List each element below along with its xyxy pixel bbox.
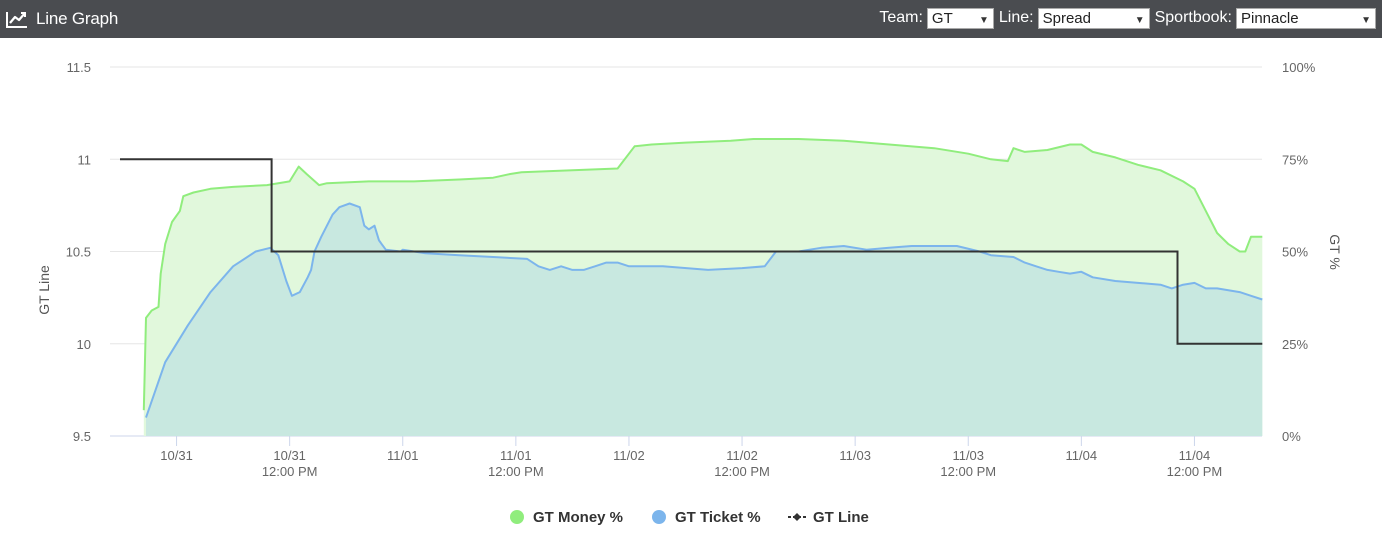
x-tick-label: 11/04: [1066, 448, 1098, 463]
x-tick-label: 12:00 PM: [1167, 464, 1223, 479]
x-tick-label: 12:00 PM: [488, 464, 544, 479]
x-tick-label: 12:00 PM: [714, 464, 770, 479]
x-tick-label: 12:00 PM: [940, 464, 996, 479]
header-bar: Line Graph Team: GT ▼ Line: Spread ▼ Spo…: [0, 0, 1382, 38]
series-lines: [120, 138, 1263, 418]
line-select-value: Spread: [1042, 9, 1091, 27]
team-select-value: GT: [931, 9, 953, 27]
series-line: [142, 138, 1263, 411]
right-tick-label: 75%: [1282, 152, 1308, 167]
filter-controls: Team: GT ▼ Line: Spread ▼ Sportbook: Pin…: [879, 6, 1376, 30]
legend-marker: [510, 510, 524, 524]
legend-label: GT Money %: [533, 509, 623, 526]
x-tick-label: 10/31: [273, 448, 306, 463]
right-tick-label: 0%: [1282, 429, 1301, 444]
legend-label: GT Ticket %: [675, 509, 761, 526]
series-line: [145, 202, 1263, 418]
line-label: Line:: [998, 9, 1034, 26]
sportsbook-label: Sportbook:: [1154, 9, 1232, 26]
title-group: Line Graph: [6, 7, 118, 31]
x-tick-label: 11/01: [387, 448, 419, 463]
x-tick-label: 12:00 PM: [262, 464, 318, 479]
line-graph-icon: [6, 12, 27, 28]
x-tick-label: 10/31: [160, 448, 193, 463]
left-tick-label: 10: [77, 337, 91, 352]
right-tick-label: 100%: [1282, 60, 1316, 75]
right-tick-label: 25%: [1282, 337, 1308, 352]
x-tick-label: 11/01: [500, 448, 532, 463]
chevron-down-icon: ▼: [979, 14, 989, 26]
right-tick-label: 50%: [1282, 245, 1308, 260]
x-tick-label: 11/04: [1179, 448, 1211, 463]
team-label: Team:: [879, 9, 923, 26]
x-tick-label: 11/02: [613, 448, 645, 463]
sportsbook-select[interactable]: Pinnacle ▼: [1236, 7, 1376, 29]
left-axis-title: GT Line: [36, 265, 52, 315]
line-chart: 11.5 100% 11 75% 10.5 50% 10 25% 9.5 0% 10/31 10/31…: [36, 60, 1343, 526]
legend-marker-diamond: [793, 513, 801, 521]
legend-marker: [652, 510, 666, 524]
chevron-down-icon: ▼: [1361, 14, 1371, 26]
chevron-down-icon: ▼: [1134, 14, 1145, 26]
chart-legend: GT Money % GT Ticket % GT Line: [510, 509, 869, 526]
legend-label: GT Line: [813, 509, 869, 526]
left-tick-label: 11: [78, 152, 92, 167]
left-tick-label: 11.5: [67, 60, 91, 75]
line-select[interactable]: Spread ▼: [1037, 7, 1150, 29]
axes: 11.5 100% 11 75% 10.5 50% 10 25% 9.5 0% 10/31 10/31…: [66, 60, 1316, 479]
team-select[interactable]: GT ▼: [926, 7, 994, 29]
page-title: Line Graph: [36, 9, 119, 28]
sportsbook-select-value: Pinnacle: [1241, 9, 1299, 27]
series-areas: [143, 139, 1263, 436]
x-tick-label: 11/02: [726, 448, 758, 463]
left-tick-label: 10.5: [66, 245, 91, 260]
step-line: [120, 158, 1263, 345]
right-axis-title: GT %: [1327, 234, 1343, 270]
left-tick-label: 9.5: [73, 429, 91, 444]
x-tick-label: 11/03: [952, 448, 984, 463]
area-fill: [146, 203, 1263, 436]
x-tick-label: 11/03: [839, 448, 871, 463]
